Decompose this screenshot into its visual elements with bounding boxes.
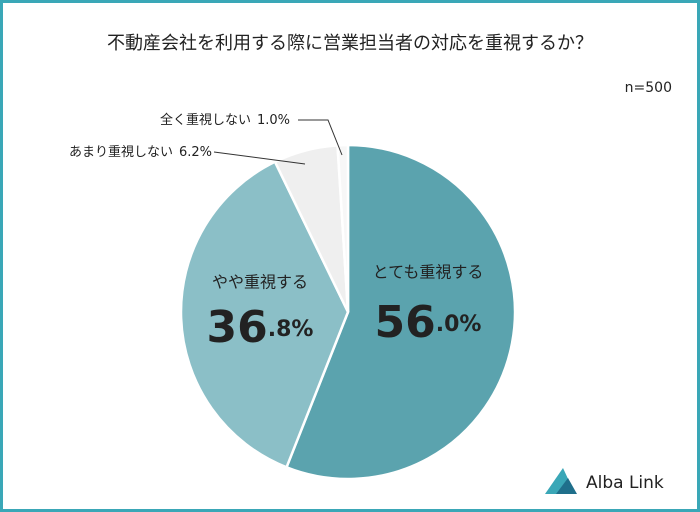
slice-label: やや重視する: [212, 273, 308, 292]
slice-label: とても重視する: [373, 263, 484, 282]
category-label: 全く重視しない: [160, 112, 251, 128]
pie-slice: [284, 143, 517, 481]
logo-icon: [556, 478, 577, 494]
slice-label: あまり重視しない 6.2%: [69, 144, 212, 160]
pie-slice: [336, 143, 350, 313]
logo: Alba Link: [545, 468, 664, 494]
leader-line: [213, 151, 306, 165]
pie-slice: [179, 160, 350, 469]
category-label: あまり重視しない: [69, 144, 173, 160]
slice-label: 全く重視しない 1.0%: [160, 112, 290, 128]
value-label: 1.0%: [257, 113, 290, 128]
leader-line: [298, 119, 343, 156]
chart-title: 不動産会社を利用する際に営業担当者の対応を重視するか？: [107, 33, 593, 54]
logo-text: Alba Link: [586, 473, 664, 493]
value-label: 36.8%: [207, 302, 314, 353]
sample-size: n=500: [625, 80, 672, 96]
value-label: 6.2%: [179, 145, 212, 160]
value-label: 56.0%: [375, 297, 482, 348]
